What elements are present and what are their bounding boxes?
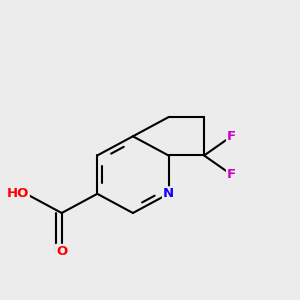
Text: HO: HO	[6, 187, 29, 200]
Text: F: F	[227, 168, 236, 181]
Text: O: O	[56, 245, 67, 258]
Text: F: F	[227, 130, 236, 143]
Text: N: N	[163, 187, 174, 200]
